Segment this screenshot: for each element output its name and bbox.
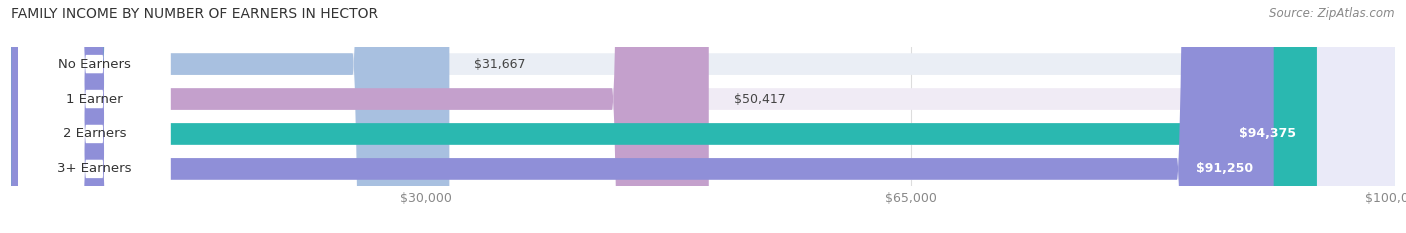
Text: 3+ Earners: 3+ Earners (58, 162, 132, 175)
Text: $50,417: $50,417 (734, 93, 786, 106)
FancyBboxPatch shape (11, 0, 1395, 233)
FancyBboxPatch shape (11, 0, 1395, 233)
Text: Source: ZipAtlas.com: Source: ZipAtlas.com (1270, 7, 1395, 20)
FancyBboxPatch shape (18, 0, 170, 233)
FancyBboxPatch shape (11, 0, 709, 233)
Text: $31,667: $31,667 (474, 58, 526, 71)
FancyBboxPatch shape (11, 0, 1395, 233)
Text: 1 Earner: 1 Earner (66, 93, 122, 106)
FancyBboxPatch shape (18, 0, 170, 233)
FancyBboxPatch shape (11, 0, 450, 233)
Text: 2 Earners: 2 Earners (62, 127, 127, 140)
Text: $91,250: $91,250 (1197, 162, 1253, 175)
FancyBboxPatch shape (18, 0, 170, 233)
FancyBboxPatch shape (11, 0, 1317, 233)
Text: $94,375: $94,375 (1239, 127, 1296, 140)
FancyBboxPatch shape (11, 0, 1274, 233)
FancyBboxPatch shape (11, 0, 1395, 233)
FancyBboxPatch shape (18, 0, 170, 233)
Text: FAMILY INCOME BY NUMBER OF EARNERS IN HECTOR: FAMILY INCOME BY NUMBER OF EARNERS IN HE… (11, 7, 378, 21)
Text: No Earners: No Earners (58, 58, 131, 71)
